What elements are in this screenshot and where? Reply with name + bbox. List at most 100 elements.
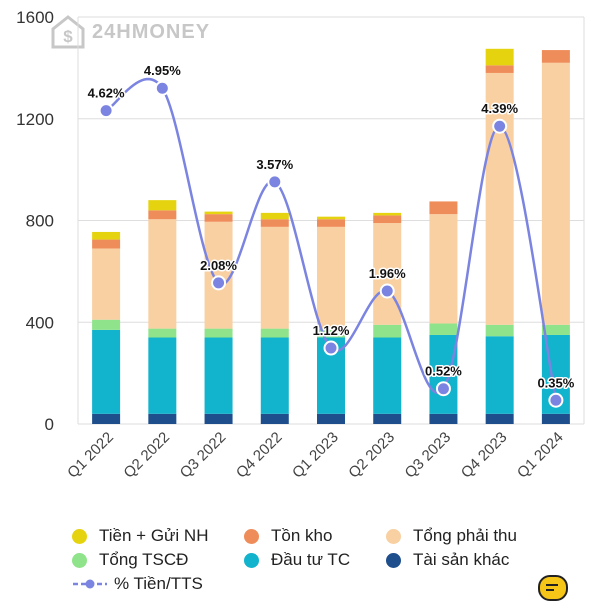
watermark: $ 24HMONEY xyxy=(50,14,210,50)
bar-segment xyxy=(148,210,177,220)
bar-segment xyxy=(429,323,458,335)
ratio-point xyxy=(98,103,114,119)
ratio-point xyxy=(492,118,508,134)
legend-swatch xyxy=(244,528,259,544)
bar-segment xyxy=(317,328,345,338)
bar-segment xyxy=(429,413,458,424)
bar-segment xyxy=(429,201,458,215)
legend-item[interactable]: Tổng TSCĐ xyxy=(72,550,244,570)
bar-segment xyxy=(485,48,514,66)
legend-item[interactable]: Tồn kho xyxy=(244,526,386,546)
ratio-data-label: 1.12% xyxy=(313,323,350,338)
y-tick-label: 800 xyxy=(26,212,54,231)
x-tick-label: Q4 2023 xyxy=(458,429,511,482)
ratio-data-label: 4.95% xyxy=(144,63,181,78)
bar-segment xyxy=(204,214,233,222)
dashed-line-marker-icon xyxy=(73,579,107,589)
bar-segment xyxy=(373,413,402,424)
bar-segment xyxy=(541,50,570,63)
bar-segment xyxy=(260,337,289,414)
x-tick-label: Q1 2024 xyxy=(514,429,567,482)
ratio-point xyxy=(548,392,564,408)
legend-swatch xyxy=(386,528,401,544)
bar-segment xyxy=(92,319,121,330)
x-tick-label: Q3 2023 xyxy=(402,429,455,482)
ratio-point xyxy=(379,283,395,299)
legend-item-line[interactable]: % Tiền/TTS xyxy=(72,574,203,594)
x-tick-label: Q4 2022 xyxy=(233,429,286,482)
x-tick-label: Q3 2022 xyxy=(177,429,230,482)
bar-segment xyxy=(373,337,402,414)
bar-segment xyxy=(485,324,514,337)
ratio-point xyxy=(435,381,451,397)
bar-segment xyxy=(429,214,458,324)
bar-segment xyxy=(260,328,289,338)
bar-segment xyxy=(148,328,177,338)
ratio-data-label: 3.57% xyxy=(256,157,293,172)
legend-item[interactable]: Tổng phải thu xyxy=(386,526,517,546)
ratio-data-label: 0.35% xyxy=(537,375,574,390)
chat-bubble-icon[interactable] xyxy=(538,575,568,601)
bar-segment xyxy=(148,200,177,211)
legend-label: Đầu tư TC xyxy=(271,550,351,569)
legend-swatch xyxy=(244,552,259,568)
legend-row-3: % Tiền/TTS xyxy=(72,572,572,596)
svg-text:$: $ xyxy=(63,27,73,46)
x-tick-label: Q2 2023 xyxy=(345,429,398,482)
bar-segment xyxy=(204,328,233,338)
bar-segment xyxy=(260,226,289,329)
legend-label: Tồn kho xyxy=(271,526,333,545)
bar-segment xyxy=(541,413,570,424)
bar-segment xyxy=(204,337,233,414)
legend-label: % Tiền/TTS xyxy=(114,574,203,593)
bar-segment xyxy=(92,413,121,424)
bar-segment xyxy=(204,413,233,424)
bar-segment xyxy=(148,219,177,329)
ratio-data-label: 4.39% xyxy=(481,101,518,116)
bar-segment xyxy=(317,226,345,329)
ratio-point xyxy=(323,340,339,356)
ratio-data-label: 1.96% xyxy=(369,266,406,281)
bar-segment xyxy=(541,62,570,325)
dollar-house-logo-icon: $ xyxy=(51,15,85,49)
bar-segment xyxy=(485,336,514,414)
legend-row-1: Tiền + Gửi NH Tồn kho Tổng phải thu xyxy=(72,524,572,548)
ratio-line: 4.62% 4.95% 2.08% 3.57% 1.12% 1.96% 0.52% 4.39%… xyxy=(86,62,576,408)
bar-segment xyxy=(92,231,121,240)
x-tick-label: Q1 2022 xyxy=(64,429,117,482)
ratio-data-label: 4.62% xyxy=(88,86,125,101)
x-tick-label: Q2 2022 xyxy=(120,429,173,482)
legend-swatch xyxy=(72,528,87,544)
legend-item[interactable]: Đầu tư TC xyxy=(244,550,386,570)
bar-segment xyxy=(485,413,514,424)
bar-segment xyxy=(317,216,345,220)
bar-segment xyxy=(373,215,402,224)
bar-segment xyxy=(260,212,289,220)
bar-segment xyxy=(373,212,402,216)
legend-swatch xyxy=(72,552,87,568)
legend-row-2: Tổng TSCĐ Đầu tư TC Tài sản khác xyxy=(72,548,572,572)
bar-segment xyxy=(148,337,177,414)
bar-segment xyxy=(373,324,402,338)
legend: Tiền + Gửi NH Tồn kho Tổng phải thu Tổng… xyxy=(72,524,572,596)
bar-segment xyxy=(204,221,233,329)
bar-segment xyxy=(260,413,289,424)
bar-segment xyxy=(373,223,402,325)
y-tick-label: 1200 xyxy=(16,110,54,129)
legend-label: Tổng TSCĐ xyxy=(99,550,189,569)
bar-segment xyxy=(429,334,458,414)
ratio-data-label: 0.52% xyxy=(425,364,462,379)
legend-item[interactable]: Tiền + Gửi NH xyxy=(72,526,244,546)
bar-segment xyxy=(317,413,345,424)
y-tick-label: 1600 xyxy=(16,8,54,27)
ratio-point xyxy=(211,275,227,291)
bar-segment xyxy=(204,211,233,215)
bar-segment xyxy=(92,329,121,414)
ratio-point xyxy=(154,80,170,96)
bar-segment xyxy=(260,219,289,227)
bar-segment xyxy=(485,65,514,73)
legend-item[interactable]: Tài sản khác xyxy=(386,550,509,570)
legend-label: Tài sản khác xyxy=(413,550,510,569)
bar-segment xyxy=(541,324,570,335)
